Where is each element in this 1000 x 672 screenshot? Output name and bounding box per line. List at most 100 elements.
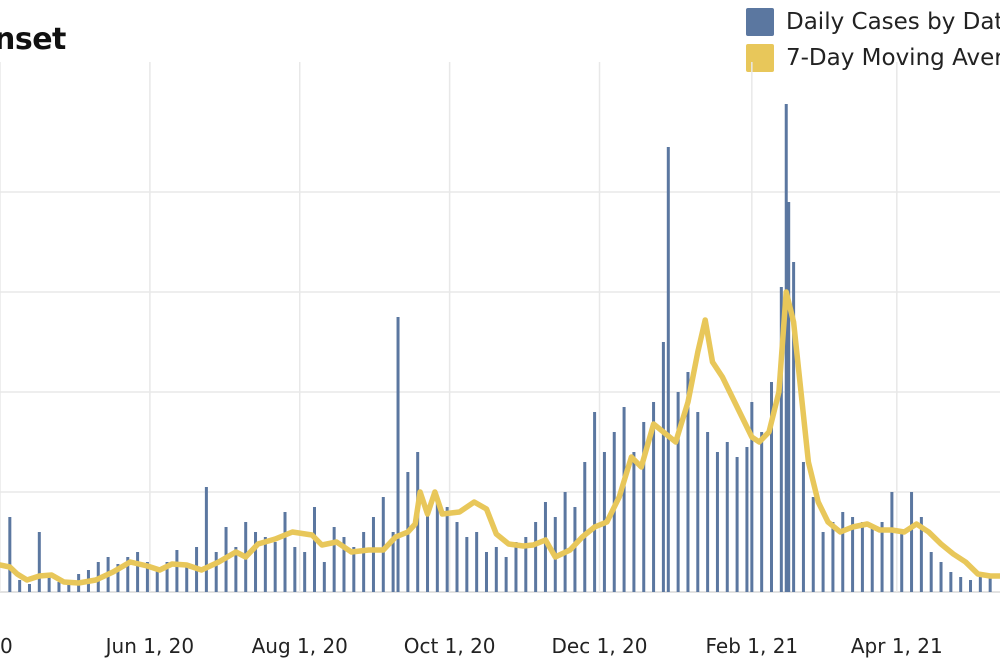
daily-cases-bar (303, 552, 307, 592)
daily-cases-bar (880, 522, 884, 592)
daily-cases-bar (959, 577, 963, 592)
daily-cases-bar (706, 432, 710, 592)
daily-cases-bar (47, 577, 51, 592)
x-tick-label: Feb 1, 21 (706, 634, 799, 658)
daily-cases-bar (919, 517, 923, 592)
daily-cases-bar (455, 522, 459, 592)
daily-cases-bar (136, 552, 140, 592)
daily-cases-bar (254, 532, 258, 592)
daily-cases-bar (514, 542, 518, 592)
daily-cases-bar (939, 562, 943, 592)
daily-cases-bar (652, 402, 656, 592)
daily-cases-bars (8, 104, 992, 592)
daily-cases-bar (769, 382, 773, 592)
daily-cases-bar (362, 532, 366, 592)
chart-legend: Daily Cases by Date 7-Day Moving Average (746, 4, 1000, 76)
daily-cases-bar (175, 550, 179, 592)
daily-cases-bar (352, 547, 356, 592)
daily-cases-bar (910, 492, 914, 592)
daily-cases-bar (784, 104, 788, 592)
legend-label-daily-cases: Daily Cases by Date (786, 9, 1000, 35)
daily-cases-bar (715, 452, 719, 592)
daily-cases-bar (312, 507, 316, 592)
daily-cases-bar (563, 492, 567, 592)
legend-item-moving-average[interactable]: 7-Day Moving Average (746, 40, 1000, 76)
daily-cases-bar (750, 402, 754, 592)
x-tick-label: Jun 1, 20 (104, 634, 195, 658)
x-tick-label: Dec 1, 20 (552, 634, 648, 658)
daily-cases-bar (116, 564, 120, 592)
daily-cases-bar (332, 527, 336, 592)
daily-cases-bar (622, 407, 626, 592)
daily-cases-bar (165, 562, 169, 592)
daily-cases-bar (583, 462, 587, 592)
daily-cases-bar (573, 507, 577, 592)
daily-cases-bar (725, 442, 729, 592)
daily-cases-bar (543, 502, 547, 592)
daily-cases-bar (435, 502, 439, 592)
daily-cases-bar (696, 412, 700, 592)
daily-cases-bar (988, 574, 992, 592)
daily-cases-bar (8, 517, 12, 592)
daily-cases-bar (632, 452, 636, 592)
daily-cases-bar (593, 412, 597, 592)
daily-cases-bar (787, 202, 791, 592)
daily-cases-bar (371, 517, 375, 592)
daily-cases-bar (465, 537, 469, 592)
moving-average-line (0, 289, 1000, 586)
x-axis-ticks: 20 Jun 1, 20 Aug 1, 20 Oct 1, 20 Dec 1, 20 Fe… (0, 634, 943, 658)
daily-cases-bar (67, 580, 71, 592)
daily-cases-bar (801, 462, 805, 592)
daily-cases-bar (821, 532, 825, 592)
daily-cases-bar (381, 497, 385, 592)
daily-cases-bar (760, 432, 764, 592)
daily-cases-bar (969, 580, 973, 592)
daily-cases-bar (870, 527, 874, 592)
daily-cases-bar (676, 392, 680, 592)
daily-cases-bar (445, 507, 449, 592)
daily-cases-bar (273, 542, 277, 592)
daily-cases-bar (214, 552, 218, 592)
x-tick-label: Apr 1, 21 (851, 634, 943, 658)
x-tick-label: Oct 1, 20 (404, 634, 496, 658)
daily-cases-bar (185, 567, 189, 592)
daily-cases-bar (204, 487, 208, 592)
daily-cases-bar (792, 262, 796, 592)
daily-cases-bar (831, 522, 835, 592)
daily-cases-bar (841, 512, 845, 592)
daily-cases-bar (978, 577, 982, 592)
daily-cases-bar (126, 557, 130, 592)
daily-cases-bar (851, 517, 855, 592)
daily-cases-bar (900, 532, 904, 592)
daily-cases-bar (475, 532, 479, 592)
daily-cases-bar (860, 522, 864, 592)
daily-cases-bar (524, 537, 528, 592)
daily-cases-bar (283, 512, 287, 592)
daily-cases-bar (37, 532, 41, 592)
x-tick-label: Aug 1, 20 (252, 634, 348, 658)
daily-cases-bar (661, 342, 665, 592)
daily-cases-bar (293, 547, 297, 592)
daily-cases-bar (322, 562, 326, 592)
daily-cases-bar (890, 492, 894, 592)
daily-cases-bar (642, 422, 646, 592)
daily-cases-bar (18, 580, 22, 592)
moving-average-line-group (0, 289, 1000, 586)
chart-grid (0, 62, 1000, 593)
daily-cases-bar (779, 287, 783, 592)
chart-title: nset (0, 22, 66, 57)
daily-cases-bar (949, 572, 953, 592)
daily-cases-bar (745, 447, 749, 592)
daily-cases-bar (811, 497, 815, 592)
daily-cases-bar (57, 582, 61, 592)
legend-item-daily-cases[interactable]: Daily Cases by Date (746, 4, 1000, 40)
legend-label-moving-average: 7-Day Moving Average (786, 45, 1000, 71)
daily-cases-bar (155, 570, 159, 592)
daily-cases-bar (234, 547, 238, 592)
daily-cases-bar (686, 372, 690, 592)
daily-cases-bar (391, 532, 395, 592)
daily-cases-bar (735, 457, 739, 592)
x-tick-label: 20 (0, 634, 13, 658)
daily-cases-bar (534, 522, 538, 592)
